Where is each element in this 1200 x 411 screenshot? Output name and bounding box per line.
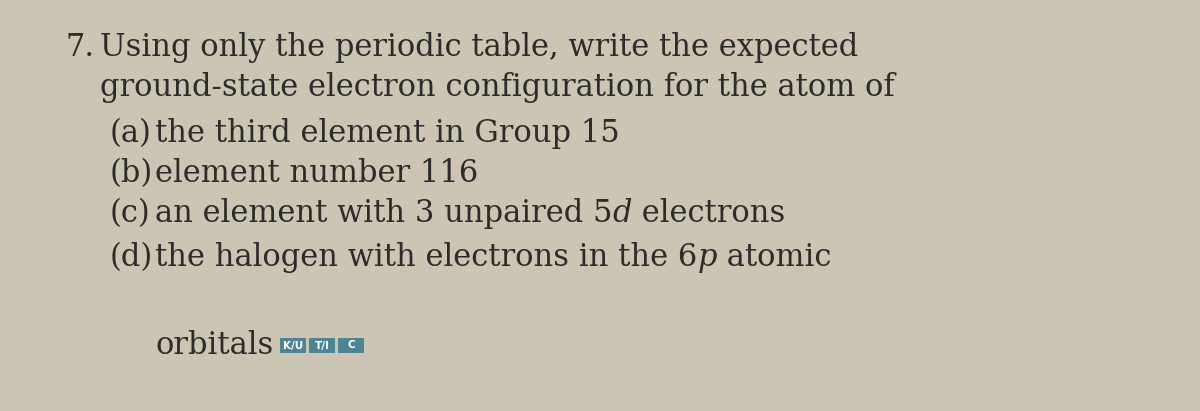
Text: element number 116: element number 116 <box>155 158 479 189</box>
Text: ground-state electron configuration for the atom of: ground-state electron configuration for … <box>100 72 895 103</box>
Text: the third element in Group 15: the third element in Group 15 <box>155 118 619 149</box>
Text: electrons: electrons <box>632 198 785 229</box>
Text: d: d <box>612 198 632 229</box>
Text: C: C <box>348 340 355 351</box>
Text: an element with 3 unpaired 5: an element with 3 unpaired 5 <box>155 198 612 229</box>
Text: the halogen with electrons in the 6: the halogen with electrons in the 6 <box>155 242 697 273</box>
Text: (c): (c) <box>110 198 151 229</box>
Text: (b): (b) <box>110 158 154 189</box>
Text: p: p <box>697 242 716 273</box>
Text: atomic: atomic <box>716 242 832 273</box>
Text: (a): (a) <box>110 118 152 149</box>
Text: K/U: K/U <box>283 340 304 351</box>
Text: (d): (d) <box>110 242 154 273</box>
Text: 7.: 7. <box>65 32 94 63</box>
Text: orbitals: orbitals <box>155 330 274 361</box>
Text: T/I: T/I <box>314 340 330 351</box>
Text: Using only the periodic table, write the expected: Using only the periodic table, write the… <box>100 32 858 63</box>
